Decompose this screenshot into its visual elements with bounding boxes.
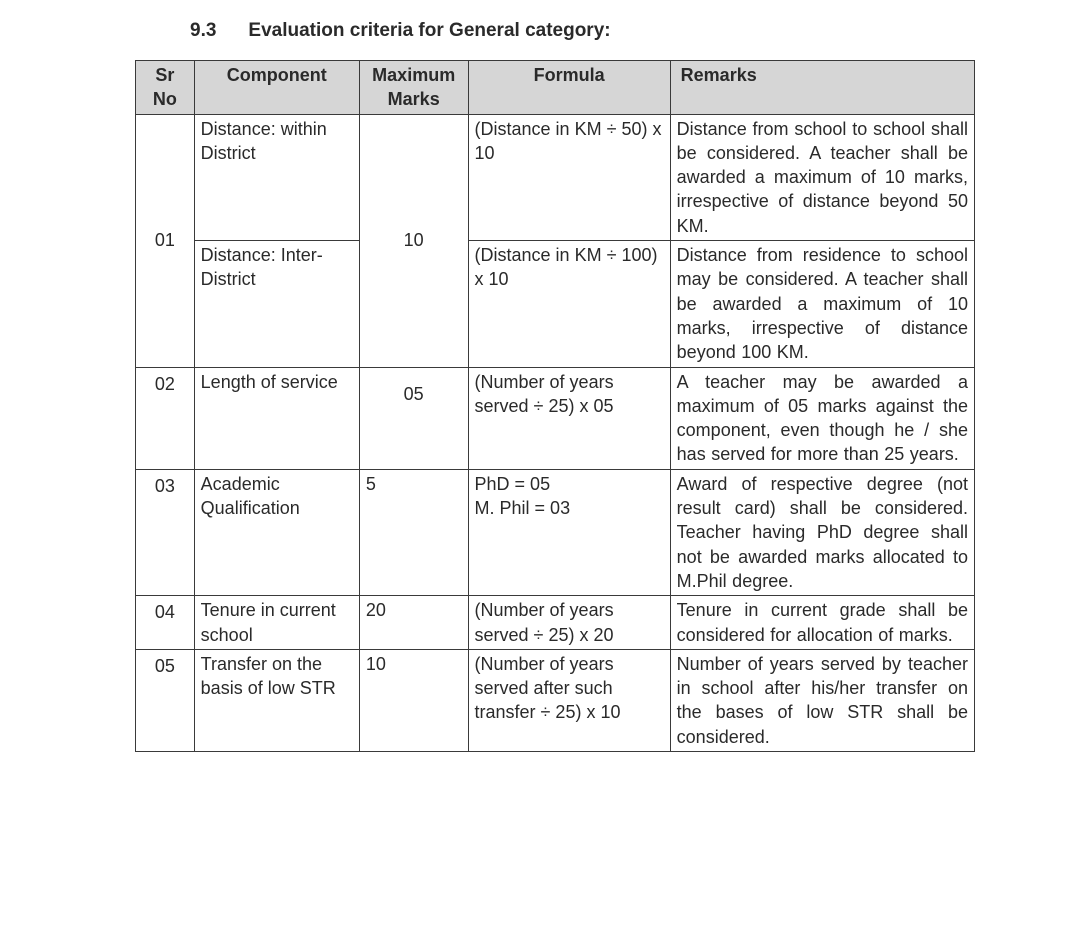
component-cell: Tenure in current school [194, 596, 359, 650]
component-cell: Distance: Inter-District [194, 241, 359, 367]
formula-cell: (Distance in KM ÷ 50) x 10 [468, 114, 670, 240]
table-header-row: Sr No Component Maximum Marks Formula Re… [136, 61, 975, 115]
formula-cell: (Number of years served ÷ 25) x 20 [468, 596, 670, 650]
component-cell: Length of service [194, 367, 359, 469]
remarks-cell: Distance from school to school shall be … [670, 114, 974, 240]
section-title: Evaluation criteria for General category… [248, 20, 610, 42]
max-marks-cell: 10 [359, 649, 468, 751]
formula-cell: PhD = 05 M. Phil = 03 [468, 469, 670, 595]
table-row: Distance: Inter-District (Distance in KM… [136, 241, 975, 367]
table-row: 03 Academic Qualification 5 PhD = 05 M. … [136, 469, 975, 595]
formula-cell: (Number of years served after such trans… [468, 649, 670, 751]
table-row: 02 Length of service 05 (Number of years… [136, 367, 975, 469]
header-component: Component [194, 61, 359, 115]
section-heading: 9.3 Evaluation criteria for General cate… [190, 20, 1040, 42]
max-marks-cell: 20 [359, 596, 468, 650]
formula-cell: (Distance in KM ÷ 100) x 10 [468, 241, 670, 367]
component-cell: Academic Qualification [194, 469, 359, 595]
table-row: 05 Transfer on the basis of low STR 10 (… [136, 649, 975, 751]
remarks-cell: Award of respective degree (not result c… [670, 469, 974, 595]
remarks-cell: Distance from residence to school may be… [670, 241, 974, 367]
header-sr-no: Sr No [136, 61, 195, 115]
max-marks-cell: 05 [359, 367, 468, 469]
table-row: 01 Distance: within District 10 (Distanc… [136, 114, 975, 240]
header-maximum-marks: Maximum Marks [359, 61, 468, 115]
sr-cell: 04 [136, 596, 195, 650]
max-marks-cell: 5 [359, 469, 468, 595]
section-number: 9.3 [190, 20, 216, 42]
header-formula: Formula [468, 61, 670, 115]
sr-cell: 02 [136, 367, 195, 469]
formula-cell: (Number of years served ÷ 25) x 05 [468, 367, 670, 469]
max-marks-cell: 10 [359, 114, 468, 367]
component-cell: Distance: within District [194, 114, 359, 240]
table-row: 04 Tenure in current school 20 (Number o… [136, 596, 975, 650]
evaluation-criteria-table: Sr No Component Maximum Marks Formula Re… [135, 60, 975, 752]
remarks-cell: Tenure in current grade shall be conside… [670, 596, 974, 650]
component-cell: Transfer on the basis of low STR [194, 649, 359, 751]
remarks-cell: Number of years served by teacher in sch… [670, 649, 974, 751]
sr-cell: 05 [136, 649, 195, 751]
sr-cell: 01 [136, 114, 195, 367]
sr-cell: 03 [136, 469, 195, 595]
remarks-cell: A teacher may be awarded a maximum of 05… [670, 367, 974, 469]
header-remarks: Remarks [670, 61, 974, 115]
